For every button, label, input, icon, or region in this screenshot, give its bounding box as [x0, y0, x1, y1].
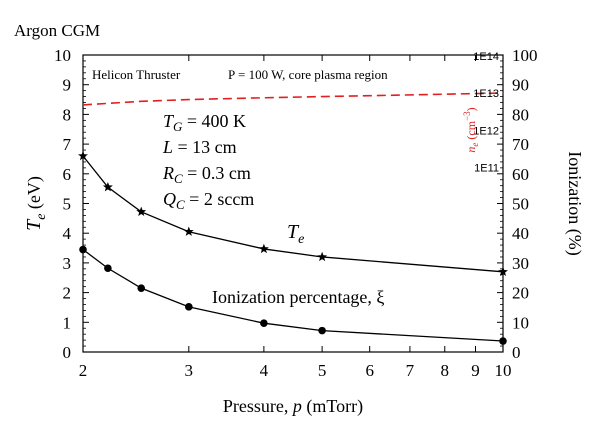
- series-point-star: [78, 150, 88, 161]
- param-sym: R: [162, 163, 174, 183]
- series-point-circle: [104, 264, 112, 273]
- param-label: TG = 400 K: [163, 111, 246, 134]
- left-y-tick-label: 9: [63, 76, 72, 95]
- series-point-star: [102, 181, 113, 192]
- series-point-circle: [137, 284, 146, 292]
- x-tick-label: 8: [441, 361, 450, 380]
- ne-axis-label: ne (cm−3): [462, 107, 480, 152]
- left-y-tick-label: 6: [63, 165, 72, 184]
- right-y-tick-label: 60: [512, 165, 529, 184]
- param-label: L = 13 cm: [162, 137, 237, 157]
- right-y-axis-title: Ionization (%): [564, 151, 585, 255]
- series-point-circle: [260, 319, 268, 327]
- param-sym: Q: [163, 189, 176, 209]
- te-curve-label-sym: T: [287, 221, 300, 243]
- right-y-tick-label: 0: [512, 343, 521, 362]
- thruster-label: Helicon Thruster: [92, 67, 181, 82]
- right-y-tick-label: 10: [512, 313, 529, 332]
- param-sub: C: [174, 171, 183, 186]
- x-tick-label: 9: [471, 361, 480, 380]
- left-y-tick-label: 8: [63, 105, 72, 124]
- series-point-star: [136, 206, 147, 217]
- x-axis-title-pre: Pressure,: [223, 396, 293, 416]
- param-sub: C: [176, 197, 185, 212]
- ne-axis-label-sub: e: [470, 143, 480, 147]
- series-point-circle: [79, 245, 87, 254]
- ne-axis-label-close: ): [464, 107, 478, 111]
- ne-tick-label: 1E12: [473, 125, 499, 137]
- te-curve-label: Te: [287, 221, 304, 247]
- left-y-tick-label: 7: [63, 135, 72, 154]
- left-y-tick-label: 1: [63, 313, 72, 332]
- series-point-star: [258, 243, 269, 254]
- te-curve-label-sub: e: [298, 232, 304, 247]
- param-val: = 0.3 cm: [183, 163, 251, 183]
- param-label: RC = 0.3 cm: [162, 163, 251, 186]
- right-y-tick-label: 30: [512, 254, 529, 273]
- x-axis-title-var: p: [291, 396, 302, 416]
- series-point-star: [498, 266, 508, 277]
- x-tick-label: 3: [185, 361, 194, 380]
- left-y-tick-label: 4: [63, 224, 72, 243]
- ne-axis-label-sym: n: [464, 147, 478, 153]
- right-y-tick-label: 40: [512, 224, 529, 243]
- param-sym: L: [162, 137, 173, 157]
- right-y-tick-label: 100: [512, 46, 538, 65]
- left-y-tick-label: 5: [63, 195, 72, 214]
- series-line-2: [82, 92, 504, 106]
- right-y-tick-label: 90: [512, 76, 529, 95]
- series-point-circle: [185, 303, 193, 311]
- series-point-star: [183, 226, 194, 236]
- param-label: QC = 2 sccm: [163, 189, 254, 212]
- ionization-label: Ionization percentage, ξ: [212, 287, 384, 307]
- right-y-tick-label: 70: [512, 135, 529, 154]
- conditions-label: P = 100 W, core plasma region: [228, 67, 388, 82]
- series-point-circle: [318, 326, 326, 335]
- series-line-0: [82, 155, 504, 273]
- x-axis-title-post: (mTorr): [302, 396, 363, 417]
- x-tick-label: 4: [260, 361, 269, 380]
- x-tick-label: 6: [365, 361, 374, 380]
- param-sub: G: [173, 119, 183, 134]
- series-point-star: [317, 251, 328, 262]
- left-y-tick-label: 10: [54, 46, 71, 65]
- plot-frame: [82, 54, 504, 353]
- x-tick-label: 5: [318, 361, 327, 380]
- left-y-tick-label: 0: [63, 343, 72, 362]
- param-sym: T: [163, 111, 175, 131]
- left-y-axis-title-sub: e: [34, 214, 49, 220]
- ne-tick-label: 1E13: [473, 88, 499, 100]
- x-tick-label: 2: [79, 361, 88, 380]
- param-val: = 13 cm: [173, 137, 237, 157]
- left-y-tick-label: 3: [63, 254, 72, 273]
- left-y-axis-title-sym: T: [23, 218, 45, 231]
- ne-axis-label-units: (cm: [464, 120, 478, 142]
- figure-title: Argon CGM: [14, 21, 100, 40]
- right-y-tick-label: 80: [512, 105, 529, 124]
- ne-tick-label: 1E11: [474, 162, 499, 174]
- x-axis-title: Pressure, p (mTorr): [223, 396, 363, 417]
- left-y-tick-label: 2: [63, 284, 72, 303]
- left-y-axis-title-unit: (eV): [24, 176, 45, 213]
- left-y-axis-title: Te (eV): [23, 176, 49, 231]
- param-val: = 400 K: [182, 111, 246, 131]
- right-y-tick-label: 20: [512, 284, 529, 303]
- right-y-tick-label: 50: [512, 195, 529, 214]
- ne-axis-label-sup: −3: [462, 111, 472, 121]
- series-point-circle: [499, 337, 507, 345]
- x-tick-label: 10: [495, 361, 512, 380]
- param-val: = 2 sccm: [185, 189, 255, 209]
- x-tick-label: 7: [406, 361, 415, 380]
- ne-tick-label: 1E14: [473, 51, 499, 63]
